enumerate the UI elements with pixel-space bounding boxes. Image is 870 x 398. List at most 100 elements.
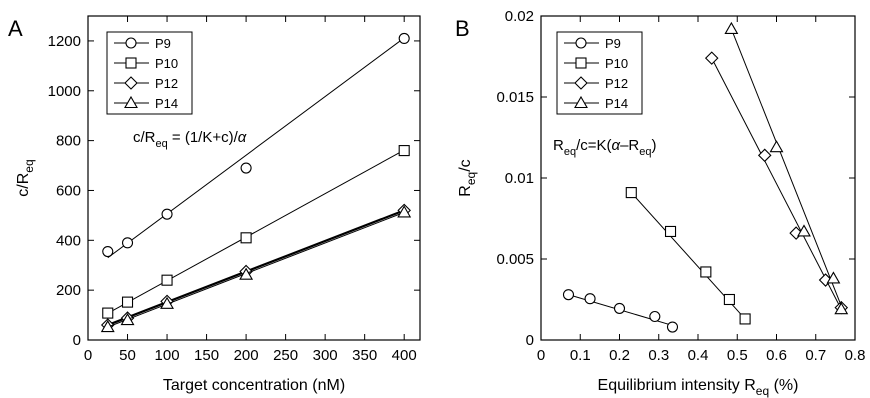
series-p9 <box>102 32 410 259</box>
eq-sub: eq <box>156 138 168 150</box>
data-point <box>739 313 751 325</box>
x-tick-label: 0.3 <box>648 347 669 364</box>
x-axis-label-main: Equilibrium intensity R <box>598 377 756 394</box>
data-point <box>239 267 254 280</box>
data-point <box>562 289 575 301</box>
data-point <box>398 32 410 44</box>
eq-sub: eq <box>564 146 576 158</box>
x-axis-label: Target concentration (nM) <box>163 377 345 394</box>
legend-marker <box>124 95 138 109</box>
legend-label: P14 <box>605 96 628 111</box>
x-tick-label: 300 <box>313 347 338 364</box>
eq-alpha: α <box>238 129 247 146</box>
x-tick-label: 0.4 <box>688 347 709 364</box>
data-point <box>649 310 661 323</box>
eq-part: = (1/K+c)/ <box>168 129 239 146</box>
data-point <box>625 187 637 199</box>
data-point <box>797 224 811 237</box>
x-tick-label: 0.8 <box>845 347 866 364</box>
panel-b: B 0 0.1 0.2 0.3 0.4 0.5 0.6 0.7 0.8 0 0.005 0.01 0.01… <box>455 8 865 398</box>
y-tick-label: 0.02 <box>505 8 534 25</box>
legend-item: P12 <box>564 76 628 91</box>
data-point <box>102 307 114 319</box>
y-tick-label: 400 <box>56 232 81 249</box>
eq-part: c/R <box>133 129 156 146</box>
legend-marker <box>125 37 137 49</box>
data-point <box>240 232 252 244</box>
fit-line <box>107 211 405 328</box>
data-point <box>666 321 679 333</box>
x-axis-label-sub: eq <box>756 384 769 398</box>
series-p12 <box>704 51 849 315</box>
legend-label: P10 <box>605 56 628 71</box>
legend-item: P9 <box>564 36 621 51</box>
data-point <box>700 266 712 278</box>
legend-item: P14 <box>114 95 178 111</box>
data-point <box>100 319 115 333</box>
equation-annotation: c/Req = (1/K+c)/α <box>133 129 247 150</box>
fit-line <box>711 57 842 310</box>
fit-line <box>107 37 405 259</box>
legend-label: P12 <box>155 76 178 91</box>
data-point <box>160 296 174 309</box>
legend: P9 P10 P12 P14 <box>556 31 643 115</box>
eq-part: ) <box>652 137 657 154</box>
eq-alpha: α <box>612 137 621 154</box>
data-point <box>723 293 735 306</box>
y-axis-label-main: c/R <box>15 173 32 197</box>
y-tick-label: 0.015 <box>496 89 534 106</box>
x-tick-label: 100 <box>155 347 180 364</box>
x-tick-label: 250 <box>273 347 298 364</box>
data-point <box>613 302 626 314</box>
y-tick-label: 800 <box>56 133 81 150</box>
panel-letter: A <box>8 16 23 41</box>
y-axis-label: Req/c <box>457 159 478 196</box>
data-point <box>102 245 114 258</box>
y-tick-label: 600 <box>56 182 81 199</box>
x-axis-label: Equilibrium intensity Req (%) <box>598 377 799 398</box>
legend-item: P10 <box>114 56 178 71</box>
series-p9 <box>562 289 679 333</box>
legend-marker <box>574 95 588 109</box>
y-tick-label: 1000 <box>48 83 81 100</box>
x-tick-label: 0 <box>537 347 545 364</box>
x-tick-label: 150 <box>194 347 219 364</box>
series-p10 <box>625 187 751 325</box>
eq-sub: eq <box>639 146 651 158</box>
data-point <box>121 296 134 308</box>
series-p10 <box>102 145 410 319</box>
data-point <box>120 312 135 326</box>
legend-label: P14 <box>155 96 178 111</box>
x-tick-label: 0.2 <box>609 347 630 364</box>
y-axis-label-sub: eq <box>22 159 36 172</box>
y-axis-label-suffix: /c <box>457 159 474 171</box>
eq-part: /c=K( <box>576 137 611 154</box>
data-point <box>161 208 173 220</box>
data-point <box>121 237 134 249</box>
legend-item: P9 <box>114 36 171 51</box>
legend-label: P9 <box>605 36 621 51</box>
fit-line <box>730 28 844 312</box>
x-tick-label: 400 <box>392 347 417 364</box>
legend-item: P14 <box>564 95 628 111</box>
data-point <box>397 205 412 218</box>
panel-a: A 0 50 100 150 200 250 300 350 400 0 200 400 600 800 10… <box>8 15 421 394</box>
data-point <box>834 302 849 315</box>
x-axis-label-main: Target concentration (nM) <box>163 377 345 394</box>
data-point <box>584 293 596 305</box>
data-point <box>724 21 739 35</box>
data-point <box>769 140 784 153</box>
y-tick-label: 200 <box>56 282 81 299</box>
y-tick-label: 0 <box>73 332 81 349</box>
x-tick-label: 0 <box>84 347 92 364</box>
legend-label: P9 <box>155 36 171 51</box>
series-p12 <box>100 203 411 332</box>
y-tick-label: 0.01 <box>505 170 534 187</box>
equation-annotation: Req/c=K(α–Req) <box>553 137 657 158</box>
x-tick-label: 0.7 <box>805 347 826 364</box>
legend-box <box>106 31 193 115</box>
x-tick-label: 0.6 <box>766 347 787 364</box>
x-tick-label: 50 <box>119 347 136 364</box>
legend-marker <box>575 37 587 49</box>
